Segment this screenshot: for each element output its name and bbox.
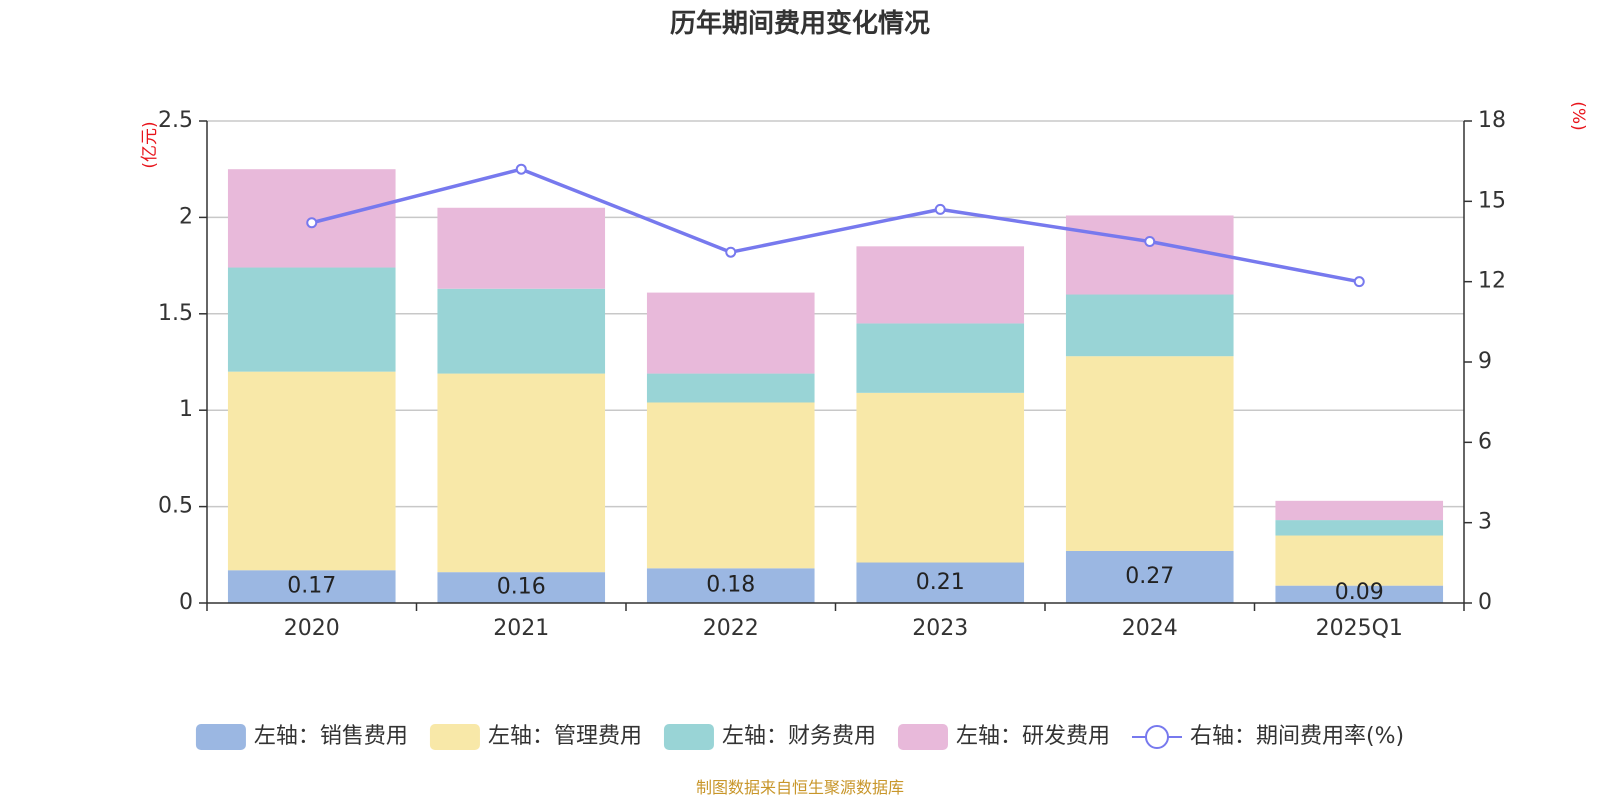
legend-label: 右轴：期间费用率(%): [1190, 724, 1404, 749]
left-tick-label: 2.5: [158, 108, 193, 133]
x-tick-label: 2024: [1122, 616, 1178, 641]
left-tick-label: 1.5: [158, 301, 193, 326]
legend-item-4[interactable]: 左轴：研发费用: [897, 724, 1110, 750]
bar-segment-1: [646, 568, 815, 603]
source-note: 制图数据来自恒生聚源数据库: [696, 778, 904, 797]
rate-line: [306, 163, 1365, 288]
right-tick-label: 15: [1478, 188, 1506, 213]
bar-segment-3: [1065, 294, 1234, 357]
right-tick-label: 12: [1478, 269, 1506, 294]
bar-segment-4: [1275, 500, 1444, 521]
legend-circle-marker: [1144, 725, 1169, 749]
left-tick-label: 0.5: [158, 494, 193, 519]
rate-point: [725, 246, 737, 258]
left-tick-label: 1: [179, 397, 193, 422]
bar-data-label: 0.18: [706, 573, 755, 598]
rate-point: [1144, 236, 1156, 247]
bar-data-label: 0.21: [916, 570, 965, 595]
bar-data-label: 0.16: [497, 575, 546, 600]
chart-title: 历年期间费用变化情况: [670, 8, 930, 39]
bar-data-label: 0.09: [1335, 580, 1384, 605]
legend-swatch: [429, 724, 480, 750]
rate-point: [934, 203, 946, 215]
legend: 左轴：销售费用 左轴：管理费用 左轴：财务费用 左轴：研发费用 右轴：期间费用率(%): [195, 724, 1404, 750]
right-tick-label: 0: [1478, 590, 1492, 615]
right-tick-label: 18: [1478, 108, 1506, 133]
bar-data-label: 0.27: [1125, 564, 1174, 589]
bar-segment-4: [437, 207, 606, 289]
left-axis-unit: (亿元): [140, 121, 160, 168]
bar-segment-3: [646, 373, 815, 403]
right-tick-label: 3: [1478, 510, 1492, 535]
bar-segment-3: [227, 267, 396, 372]
x-tick-label: 2020: [284, 616, 340, 641]
axes: 0 0.5 1 1.5 2 2.5 0 3 6 9 12 15 18 2020 2021 2022 2023 20…: [158, 108, 1506, 641]
bar-segment-1: [437, 572, 606, 603]
bar-segment-1: [1275, 585, 1444, 603]
bar-segment-4: [1065, 215, 1234, 295]
legend-item-5[interactable]: 右轴：期间费用率(%): [1131, 724, 1404, 749]
legend-label: 左轴：研发费用: [956, 724, 1110, 749]
legend-label: 左轴：财务费用: [722, 724, 876, 749]
x-tick-label: 2022: [703, 616, 759, 641]
legend-swatch: [195, 724, 246, 750]
legend-label: 左轴：销售费用: [254, 724, 408, 749]
grid-lines: [207, 120, 1464, 508]
bar-segment-2: [1275, 535, 1444, 586]
bar-segment-1: [1065, 550, 1234, 603]
rate-point: [306, 217, 318, 229]
legend-item-3[interactable]: 左轴：财务费用: [663, 724, 876, 750]
bar-segment-1: [227, 570, 396, 603]
rate-point: [1353, 276, 1365, 288]
bar-segment-2: [227, 371, 396, 571]
legend-swatch: [897, 724, 948, 750]
bar-segment-2: [1065, 356, 1234, 551]
bar-data-label: 0.17: [287, 574, 336, 599]
right-tick-label: 9: [1478, 349, 1492, 374]
bar-segment-2: [646, 402, 815, 569]
legend-item-1[interactable]: 左轴：销售费用: [195, 724, 408, 750]
x-tick-label: 2023: [912, 616, 968, 641]
bar-segment-4: [856, 246, 1025, 324]
bar-segment-2: [856, 392, 1025, 563]
bar-segment-1: [856, 562, 1025, 603]
bar-segment-4: [646, 292, 815, 374]
rate-point: [515, 163, 527, 175]
bars: [227, 169, 1444, 603]
rate-line-path: [311, 167, 1360, 284]
legend-label: 左轴：管理费用: [488, 724, 642, 749]
legend-swatch: [663, 724, 714, 750]
right-tick-label: 6: [1478, 429, 1492, 454]
legend-item-2[interactable]: 左轴：管理费用: [429, 724, 642, 750]
bar-segment-3: [437, 288, 606, 374]
x-tick-label: 2021: [493, 616, 549, 641]
data-labels: 0.17 0.16 0.18 0.21 0.27 0.09: [287, 564, 1383, 605]
left-tick-label: 2: [179, 204, 193, 229]
x-tick-label: 2025Q1: [1316, 616, 1403, 641]
left-tick-label: 0: [179, 590, 193, 615]
bar-segment-2: [437, 373, 606, 573]
bar-segment-3: [856, 323, 1025, 393]
bar-segment-3: [1275, 520, 1444, 536]
right-axis-unit: (%): [1568, 101, 1588, 130]
